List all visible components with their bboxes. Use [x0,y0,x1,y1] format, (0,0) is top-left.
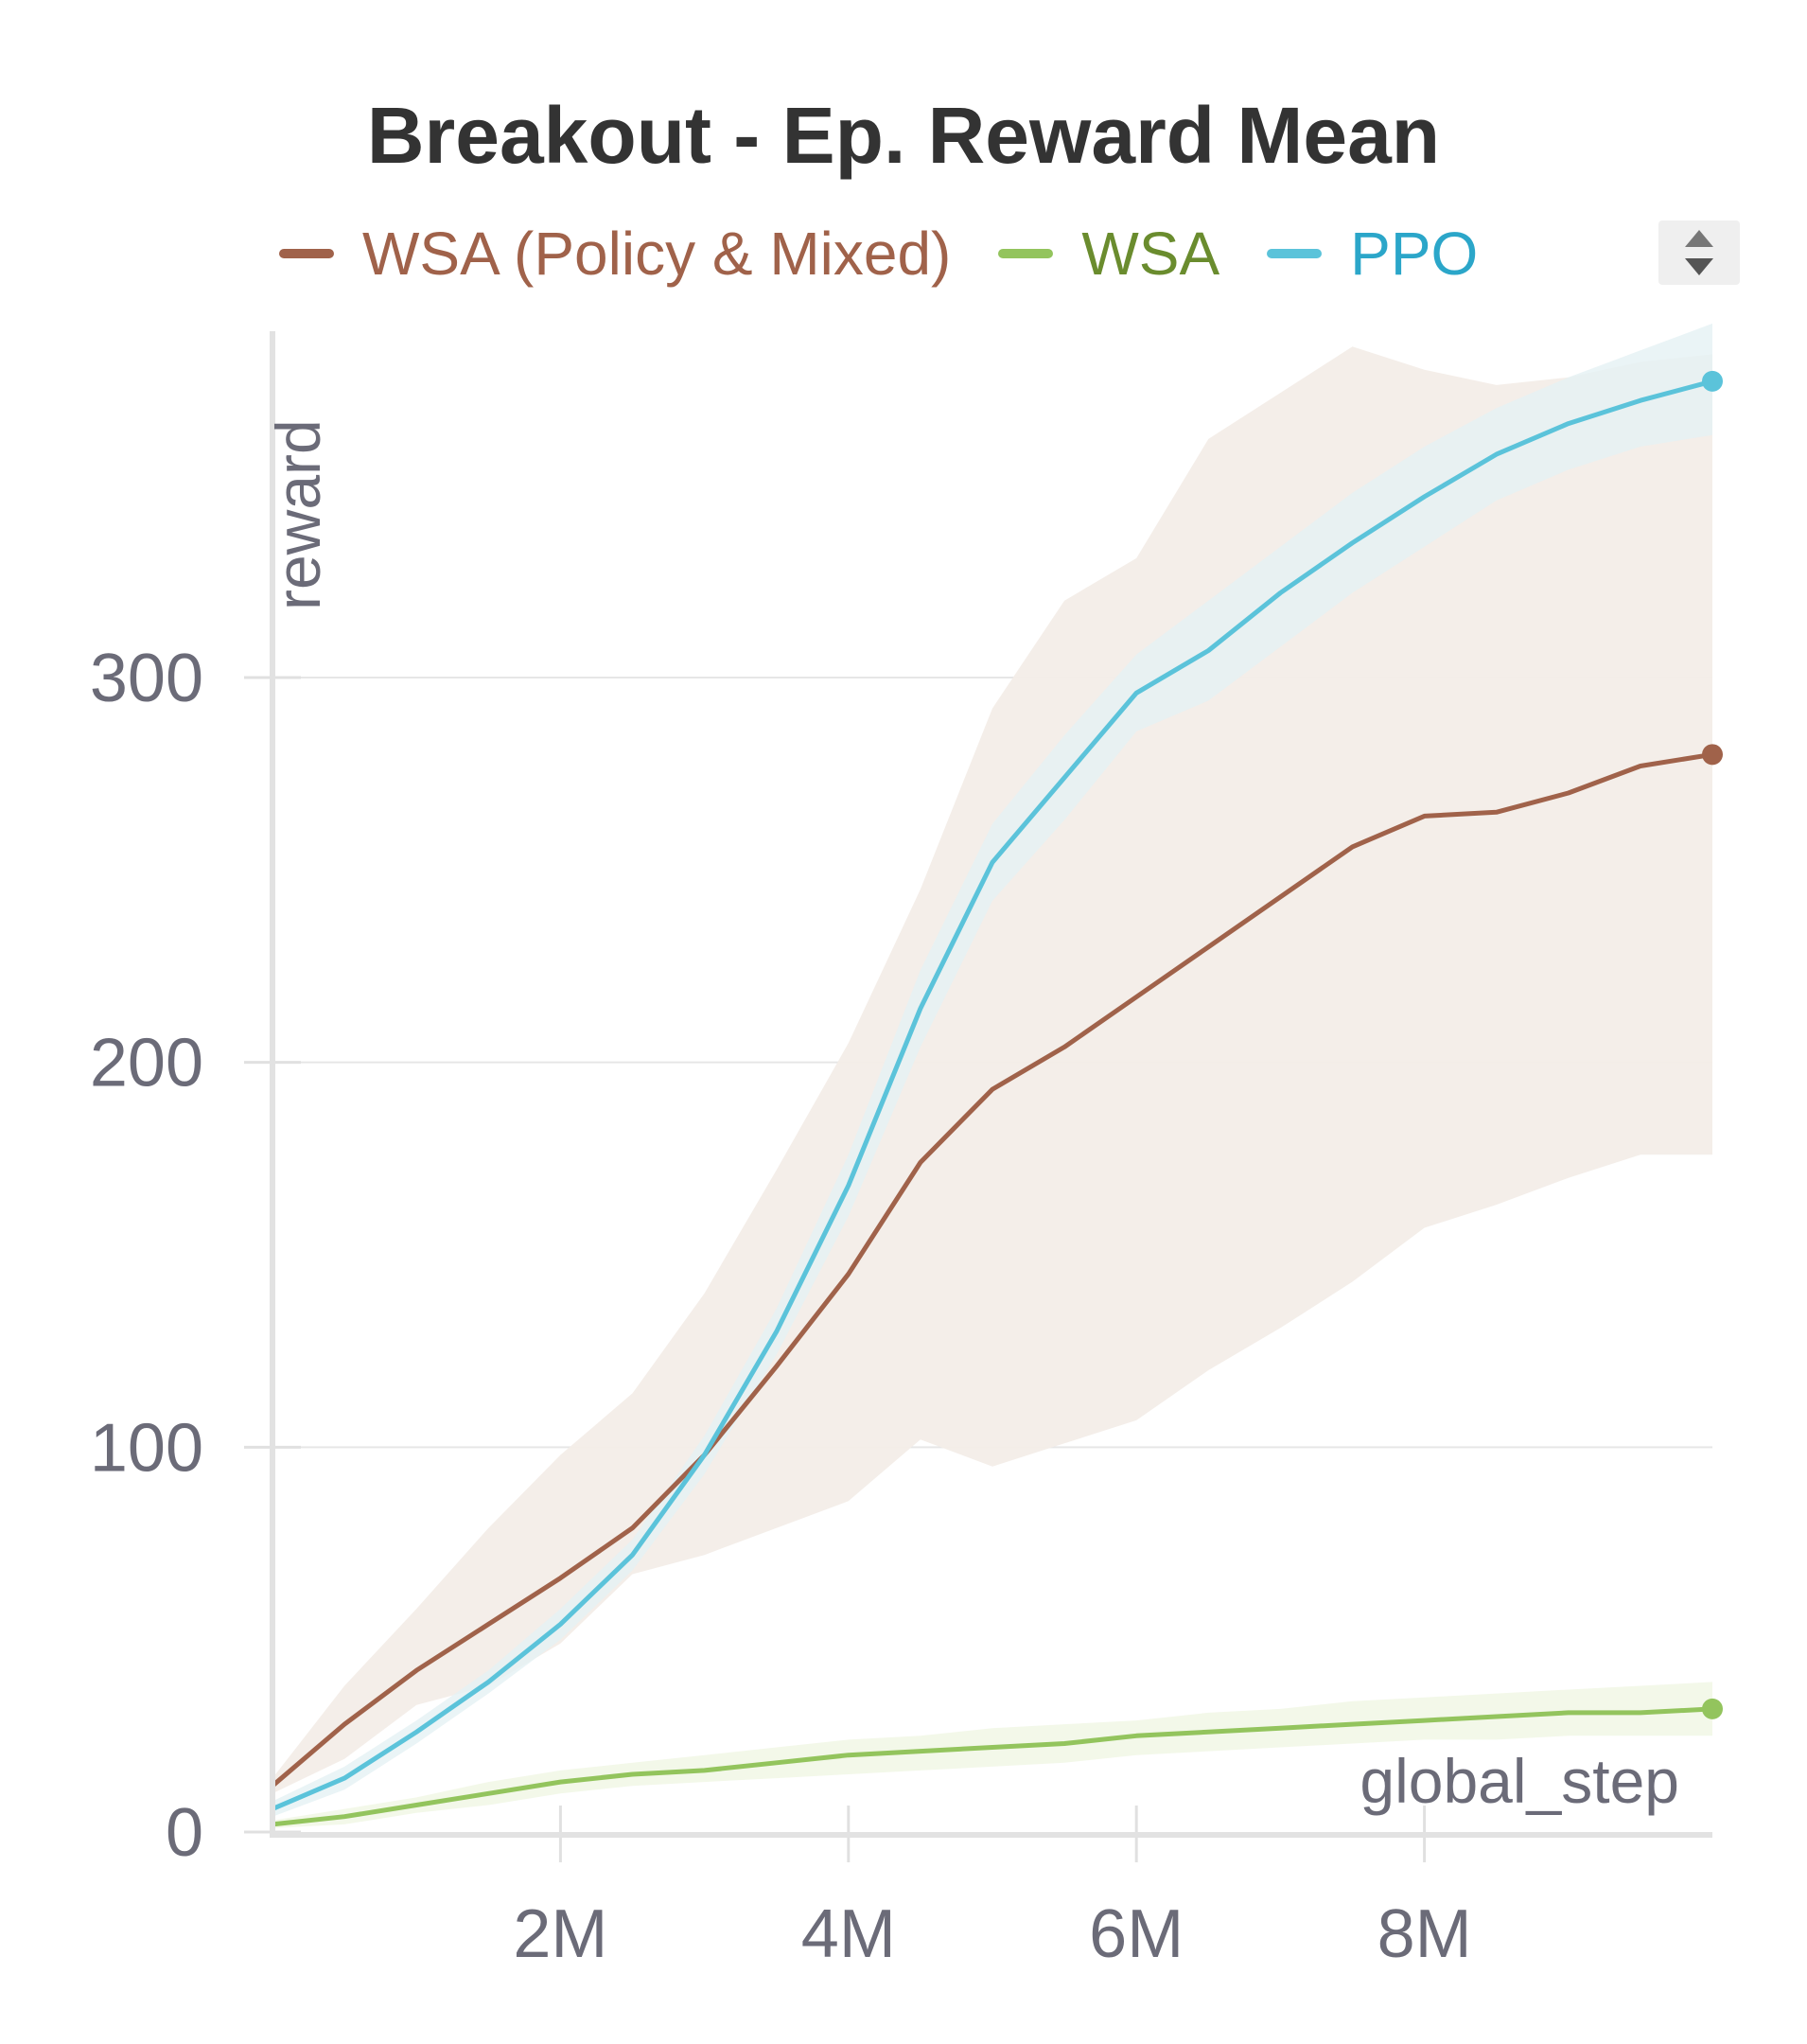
x-tick-label: 8M [1377,1896,1472,1972]
legend-label-wsa-policy-mixed: WSA (Policy & Mixed) [362,220,952,288]
legend-item-ppo[interactable]: PPO [1267,219,1478,289]
legend-swatch-wsa-policy-mixed [279,249,334,258]
y-tick-label: 200 [90,1026,203,1101]
tick-labels: 0 100 200 300 2M 4M 6M 8M [90,641,1472,1972]
sort-updown-icon [1685,230,1713,275]
y-tick-label: 100 [90,1410,203,1486]
series-band [272,1682,1712,1828]
legend-item-wsa-policy-mixed[interactable]: WSA (Policy & Mixed) [279,219,951,289]
axes [244,331,1712,1862]
legend-label-ppo: PPO [1350,220,1479,288]
x-tick-label: 2M [513,1896,607,1972]
series-line [270,751,1715,1788]
legend-item-wsa[interactable]: WSA [998,219,1219,289]
y-tick-label: 0 [166,1795,203,1871]
x-tick-label: 6M [1089,1896,1184,1972]
confidence-bands [272,323,1712,1828]
legend-label-wsa: WSA [1081,220,1220,288]
x-tick-label: 4M [801,1896,896,1972]
legend-swatch-wsa [998,249,1054,258]
series-end-point [1702,1698,1723,1719]
chart-legend: WSA (Policy & Mixed) WSA PPO [279,216,1525,291]
series-line [270,379,1715,1812]
legend-sort-toggle[interactable] [1658,220,1740,285]
y-axis-label: reward [263,419,333,610]
y-tick-label: 300 [90,641,203,716]
series-lines [270,370,1723,1827]
series-end-point [1702,744,1723,766]
series-line [270,1706,1715,1827]
legend-swatch-ppo [1267,249,1323,258]
series-band [272,346,1712,1794]
series-end-point [1702,370,1723,392]
chart-title: Breakout - Ep. Reward Mean [366,91,1441,180]
x-axis-label: global_step [1360,1746,1679,1816]
